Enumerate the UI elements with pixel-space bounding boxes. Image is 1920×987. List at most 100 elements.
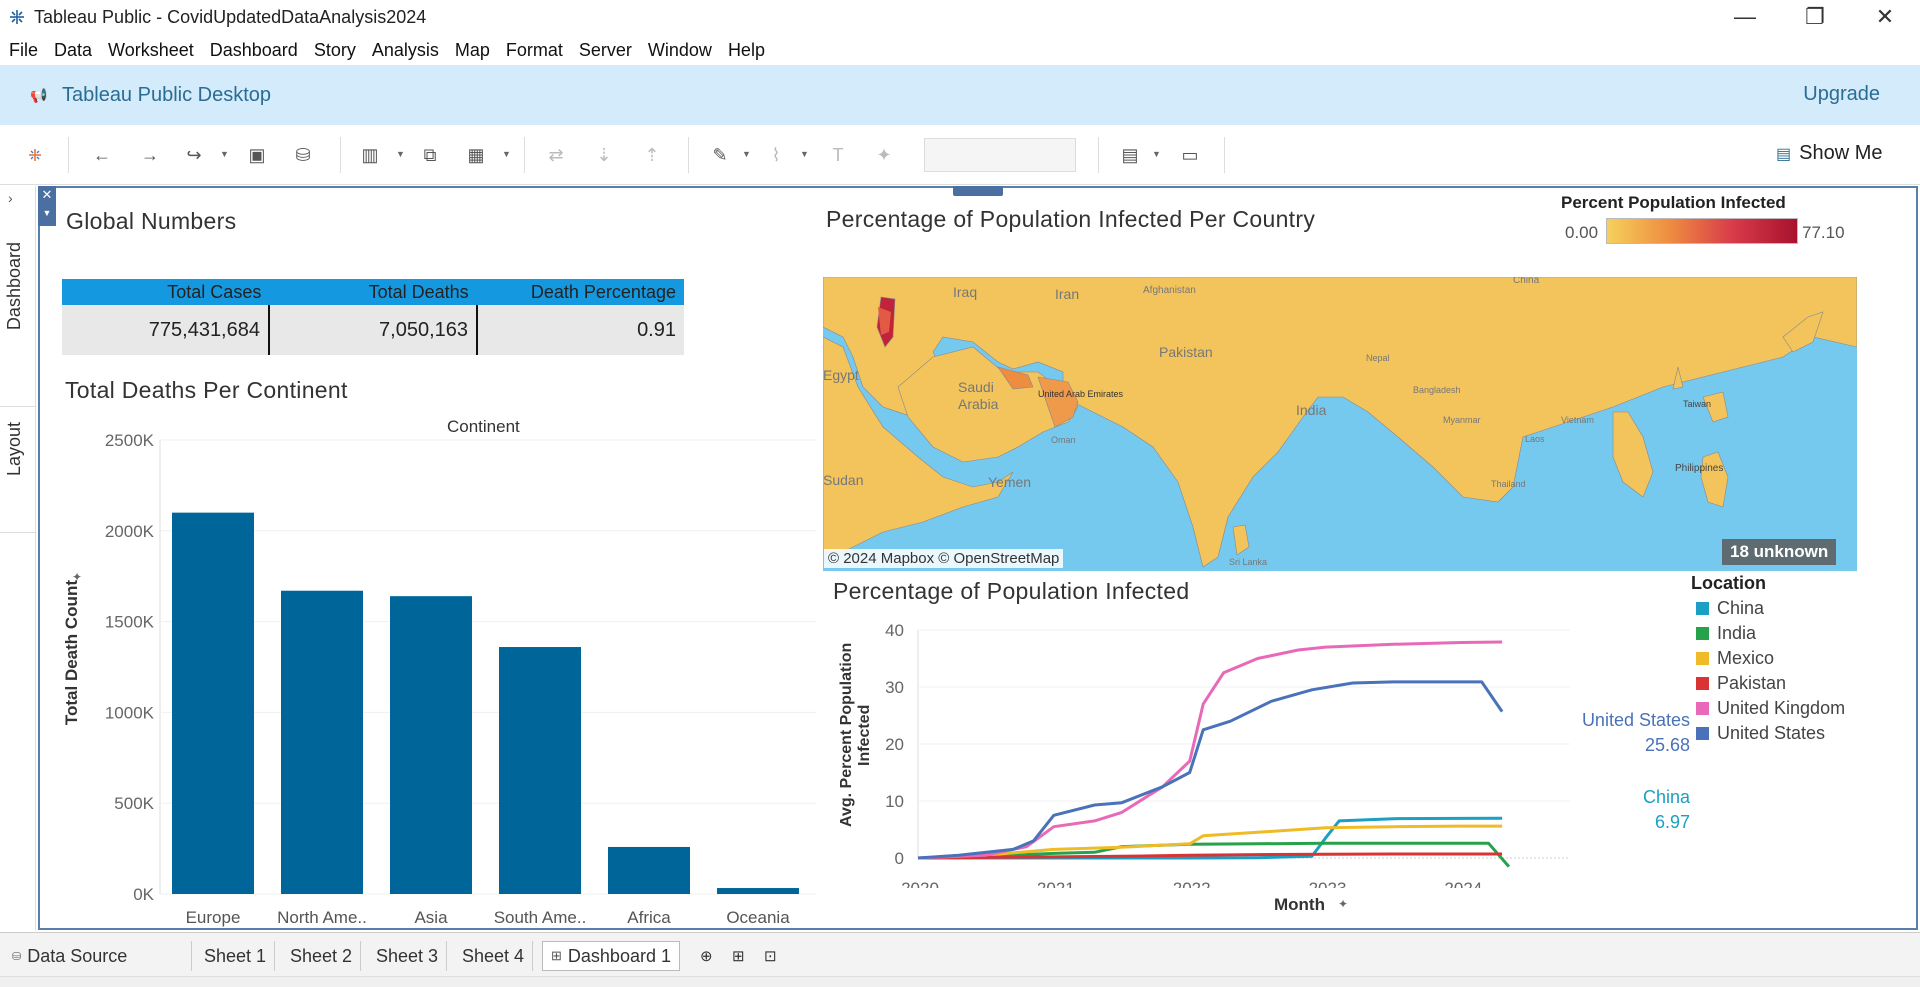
tab-data-source-label: Data Source [27,945,128,966]
menu-window[interactable]: Window [647,39,712,60]
maximize-button[interactable]: ❐ [1805,4,1825,29]
sort-ascending-icon[interactable]: ⇣ [596,144,612,165]
tab-dashboard-pane[interactable]: Dashboard [4,242,24,331]
menu-map[interactable]: Map [454,39,490,60]
drag-handle[interactable] [953,186,1003,196]
duplicate-sheet-icon[interactable]: ⧉ [423,144,437,165]
legend-item-china[interactable]: China [1696,598,1764,619]
map-label-iraq: Iraq [953,284,977,300]
x-tick-label: 2021 [1037,879,1075,888]
close-object-icon[interactable]: ✕ [41,187,53,202]
clear-sheet-icon[interactable]: ▦ [467,144,485,165]
expand-icon[interactable]: › [8,190,13,206]
legend-swatch [1696,652,1709,665]
map-label-uae: United Arab Emirates [1038,389,1124,399]
bar [281,590,363,894]
new-datasource-icon[interactable]: ⛁ [295,144,311,165]
new-worksheet-dropdown-icon[interactable]: ▼ [396,149,405,159]
new-story-tab-icon[interactable]: ⊡ [764,948,777,965]
sort-descending-icon[interactable]: ⇡ [644,144,660,165]
save-icon[interactable]: ▣ [248,144,266,165]
new-worksheet-tab-icon[interactable]: ⊕ [700,948,713,965]
database-icon: ⛁ [12,950,22,963]
china-annotation-name: China [1642,787,1690,807]
tableau-home-icon[interactable] [24,143,46,167]
value-death-percentage: 0.91 [637,319,676,341]
deaths-chart-title: Total Deaths Per Continent [65,377,348,403]
x-category-label: Africa [627,908,671,927]
new-dashboard-tab-icon[interactable]: ⊞ [732,948,745,965]
legend-swatch [1696,702,1709,715]
line-chart-title: Percentage of Population Infected [833,578,1190,604]
show-me-button[interactable]: ▤ Show Me [1776,142,1883,165]
legend-item-mexico[interactable]: Mexico [1696,648,1774,669]
infection-map[interactable]: Iraq Iran Afghanistan Saudi Arabia Pakist… [823,277,1857,571]
global-numbers-table: Total Cases Total Deaths Death Percentag… [62,279,684,355]
unknown-locations-indicator[interactable]: 18 unknown [1722,539,1837,565]
presentation-icon[interactable]: ▭ [1181,144,1199,165]
legend-item-united-states[interactable]: United States [1696,723,1825,744]
legend-label-mexico: Mexico [1717,648,1775,668]
map-label-oman: Oman [1051,435,1076,445]
map-label-egypt: Egypt [823,367,859,383]
swap-icon[interactable]: ⇄ [548,144,564,165]
header-death-percentage: Death Percentage [530,282,676,302]
object-menu-icon[interactable]: ▼ [42,208,52,218]
fit-selector[interactable] [924,138,1076,172]
map-attribution[interactable]: © 2024 Mapbox © OpenStreetMap [824,549,1064,568]
menu-analysis[interactable]: Analysis [371,39,439,60]
menu-story[interactable]: Story [313,39,356,60]
megaphone-icon: 📢 [30,87,48,103]
tab-dashboard-1[interactable]: ⊞ Dashboard 1 [542,941,680,971]
legend-item-india[interactable]: India [1696,623,1756,644]
map-label-taiwan: Taiwan [1683,399,1711,409]
menu-format[interactable]: Format [505,39,563,60]
highlight-icon[interactable]: ✎ [712,144,728,165]
map-title: Percentage of Population Infected Per Co… [826,206,1316,232]
y-tick-label: 30 [885,678,904,697]
minimize-button[interactable]: — [1734,4,1756,29]
redo-icon[interactable]: → [141,144,159,165]
legend-swatch [1696,602,1709,615]
tab-sheet-1[interactable]: Sheet 1 [196,941,276,971]
replay-dropdown-icon[interactable]: ▼ [220,149,229,159]
menu-server[interactable]: Server [578,39,632,60]
axis-pin-icon[interactable]: ✦ [72,570,83,584]
tab-sheet-3[interactable]: Sheet 3 [368,941,448,971]
group-dropdown-icon[interactable]: ▼ [800,149,809,159]
menu-worksheet[interactable]: Worksheet [108,39,194,60]
x-category-label: Oceania [726,908,790,927]
label-icon[interactable]: T [832,144,844,165]
line-x-axis-title: Month [1274,895,1325,914]
y-tick-label: 0K [133,885,154,904]
tab-layout-pane[interactable]: Layout [4,422,24,477]
new-worksheet-icon[interactable]: ▥ [361,144,379,165]
highlight-dropdown-icon[interactable]: ▼ [742,149,751,159]
menu-help[interactable]: Help [727,39,765,60]
map-label-thailand: Thailand [1491,479,1526,489]
legend-item-pakistan[interactable]: Pakistan [1696,673,1786,694]
undo-icon[interactable]: ← [93,144,111,165]
y-tick-label: 500K [114,794,154,813]
group-icon[interactable]: ⌇ [771,144,781,165]
show-me-icon: ▤ [1776,145,1792,163]
map-label-sudan: Sudan [823,472,863,488]
us-annotation-value: 25.68 [1644,735,1690,755]
menu-data[interactable]: Data [54,39,93,60]
tab-sheet-4[interactable]: Sheet 4 [454,941,534,971]
legend-item-united-kingdom[interactable]: United Kingdom [1696,698,1845,719]
replay-icon[interactable]: ↪ [186,144,202,165]
fit-icon[interactable]: ▤ [1121,144,1139,165]
sheet-tabs-bar: ⛁ Data Source Sheet 1 Sheet 2 Sheet 3 Sh… [0,932,1920,976]
x-axis-pin-icon[interactable]: ✦ [1338,897,1349,911]
tab-data-source[interactable]: ⛁ Data Source [4,941,192,971]
pin-icon[interactable]: ✦ [876,144,892,165]
clear-sheet-dropdown-icon[interactable]: ▼ [502,149,511,159]
menu-file[interactable]: File [9,39,39,60]
fit-dropdown-icon[interactable]: ▼ [1152,149,1161,159]
upgrade-link[interactable]: Upgrade [1803,83,1880,105]
close-button[interactable]: ✕ [1875,4,1895,29]
menu-dashboard[interactable]: Dashboard [209,39,298,60]
map-label-vietnam: Vietnam [1561,415,1594,425]
tab-sheet-2[interactable]: Sheet 2 [282,941,362,971]
